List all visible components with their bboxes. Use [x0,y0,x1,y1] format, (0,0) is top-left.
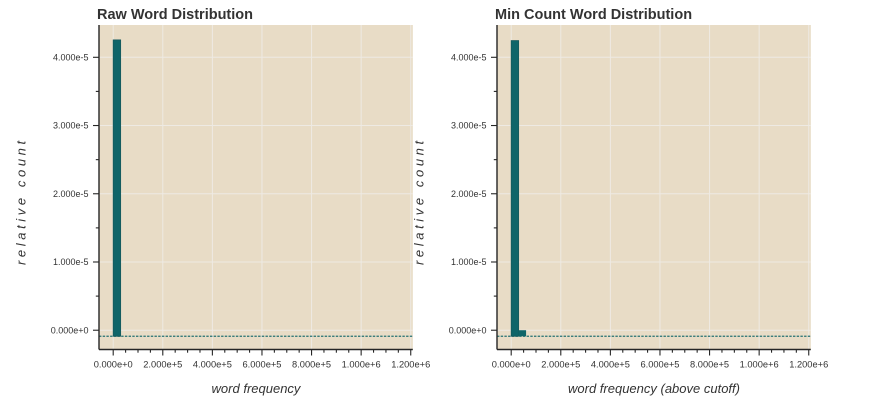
svg-text:1.000e-5: 1.000e-5 [53,257,89,267]
svg-text:0.000e+0: 0.000e+0 [94,360,133,370]
svg-text:0.000e+0: 0.000e+0 [51,325,89,335]
svg-text:1.000e-5: 1.000e-5 [451,257,487,267]
svg-text:1.000e+6: 1.000e+6 [740,360,779,370]
svg-text:4.000e+5: 4.000e+5 [591,360,630,370]
svg-text:2.000e+5: 2.000e+5 [143,360,182,370]
svg-text:2.000e+5: 2.000e+5 [541,360,580,370]
svg-text:4.000e+5: 4.000e+5 [193,360,232,370]
svg-text:3.000e-5: 3.000e-5 [451,121,487,131]
svg-text:2.000e-5: 2.000e-5 [53,189,89,199]
svg-text:2.000e-5: 2.000e-5 [451,189,487,199]
svg-text:1.000e+6: 1.000e+6 [342,360,381,370]
svg-text:3.000e-5: 3.000e-5 [53,121,89,131]
svg-text:0.000e+0: 0.000e+0 [449,325,487,335]
svg-text:8.000e+5: 8.000e+5 [690,360,729,370]
svg-text:4.000e-5: 4.000e-5 [53,53,89,63]
svg-text:6.000e+5: 6.000e+5 [640,360,679,370]
svg-text:6.000e+5: 6.000e+5 [242,360,281,370]
svg-text:4.000e-5: 4.000e-5 [451,53,487,63]
svg-text:0.000e+0: 0.000e+0 [492,360,531,370]
svg-text:8.000e+5: 8.000e+5 [292,360,331,370]
svg-text:1.200e+6: 1.200e+6 [789,360,828,370]
